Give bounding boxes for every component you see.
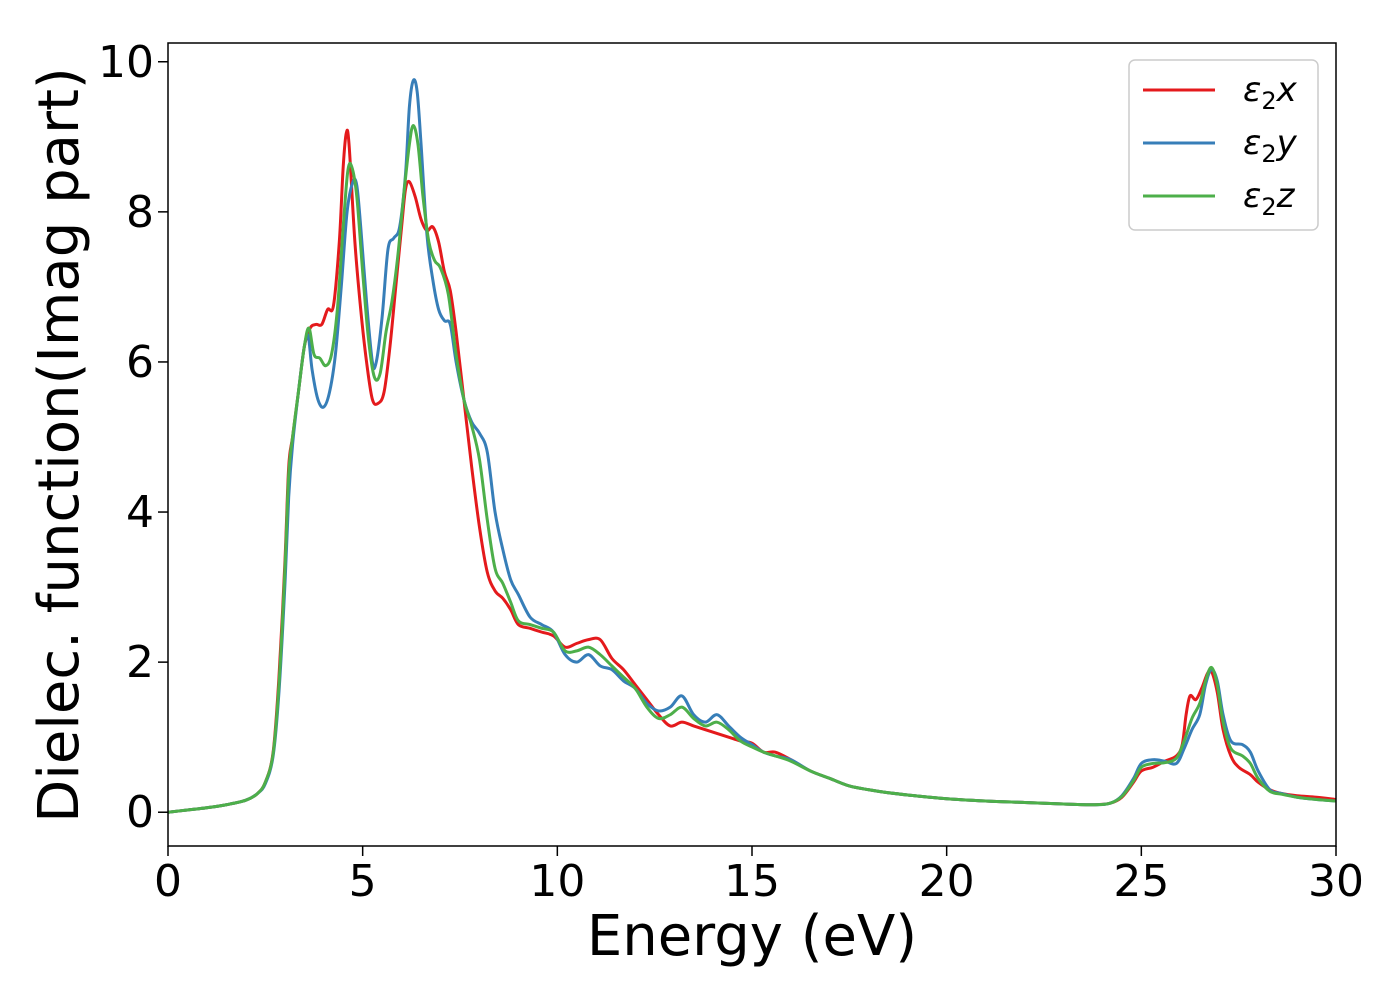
y-tick-label: 6 [126,337,154,388]
x-tick-label: 25 [1113,856,1169,907]
y-tick-label: 2 [126,637,154,688]
legend-entries: ε2x ε2y ε2z [1143,70,1298,221]
x-axis-label: Energy (eV) [587,904,917,969]
y-tick-label: 0 [126,787,154,838]
x-tick-label: 20 [919,856,975,907]
legend-label-x: ε2x [1243,70,1298,115]
x-tick-label: 5 [349,856,377,907]
y-axis-label: Dielec. function(Imag part) [27,67,92,823]
x-tick-label: 15 [724,856,780,907]
x-axis-ticks: 0 5 10 15 20 25 30 [154,846,1364,907]
legend-box [1128,59,1319,231]
legend: ε2x ε2y ε2z [1128,59,1319,231]
legend-label-z: ε2z [1243,176,1296,221]
y-tick-label: 4 [126,487,154,538]
series-layer [167,78,1337,814]
y-tick-label: 8 [126,187,154,238]
y-axis-ticks: 0 2 4 6 8 10 [98,37,168,838]
series-line-x [167,128,1337,814]
x-tick-label: 10 [529,856,585,907]
y-tick-label: 10 [98,37,154,88]
legend-label-y: ε2y [1243,123,1298,168]
x-tick-label: 0 [154,856,182,907]
series-line-z [167,124,1337,814]
x-tick-label: 30 [1308,856,1364,907]
